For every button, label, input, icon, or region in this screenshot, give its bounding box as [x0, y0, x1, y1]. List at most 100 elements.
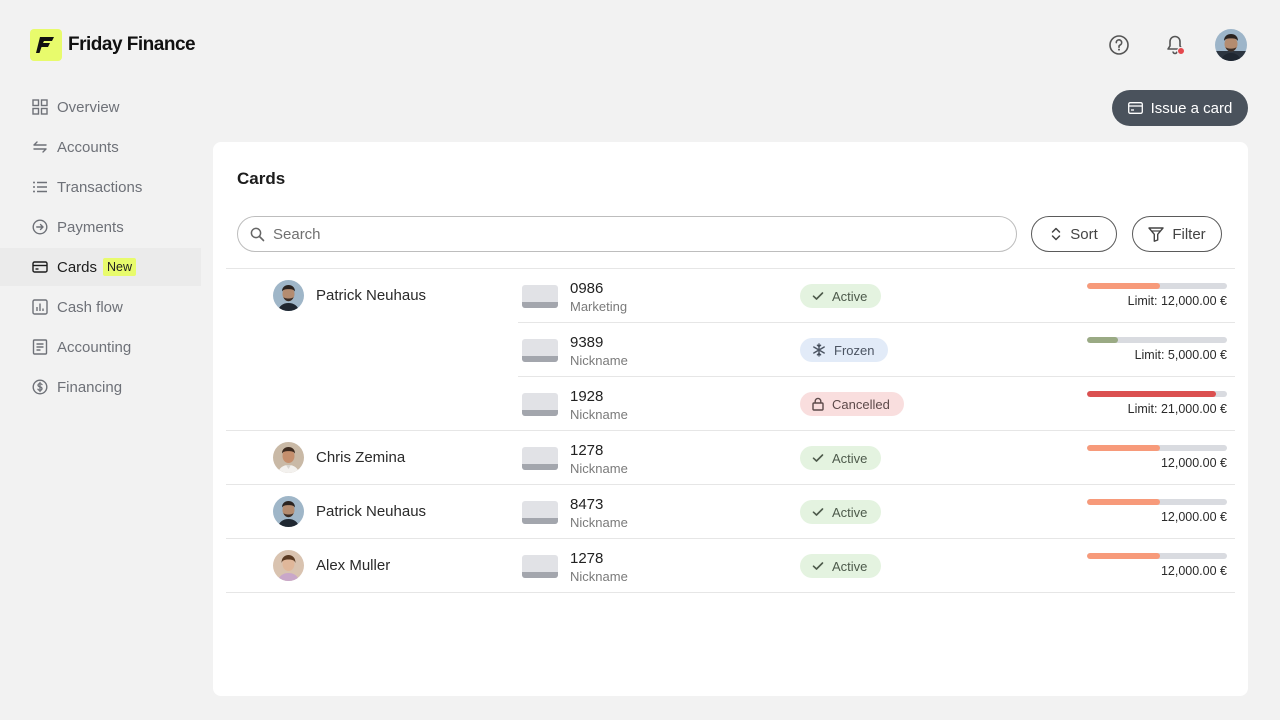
help-icon[interactable]: [1103, 29, 1135, 61]
status-label: Active: [832, 288, 868, 304]
sidebar-item-overview[interactable]: Overview: [0, 88, 201, 126]
limit-label: 12,000.00 €: [1160, 564, 1227, 578]
filter-icon: [1148, 226, 1165, 242]
sort-label: Sort: [1070, 225, 1098, 243]
arrow-circle-icon: [31, 218, 49, 236]
card-number: 1278: [570, 550, 604, 567]
status-label: Cancelled: [832, 396, 890, 412]
status-badge: Active: [800, 284, 882, 308]
table-row[interactable]: 1928 Nickname Cancelled Limit: 21,000.00…: [226, 377, 1235, 431]
check-icon: [812, 453, 824, 463]
brand[interactable]: Friday Finance: [30, 29, 196, 61]
sidebar: Overview Accounts Transactions Payments …: [0, 88, 201, 408]
card-thumbnail: [522, 393, 558, 416]
search-bar[interactable]: [237, 216, 1017, 252]
avatar: [273, 550, 304, 581]
cardholder-name: Patrick Neuhaus: [316, 503, 427, 520]
table-row[interactable]: Patrick Neuhaus 8473 Nickname Active 12,…: [226, 485, 1235, 539]
dollar-circle-icon: [31, 378, 49, 396]
sidebar-item-payments[interactable]: Payments: [0, 208, 201, 246]
avatar: [273, 280, 304, 311]
user-avatar[interactable]: [1215, 29, 1247, 61]
table-row[interactable]: Alex Muller 1278 Nickname Active 12,000.…: [226, 539, 1235, 593]
card-icon: [1127, 102, 1143, 114]
status-label: Active: [832, 558, 868, 574]
header-actions: [1079, 29, 1247, 61]
transfer-arrows-icon: [31, 138, 49, 156]
sidebar-item-transactions[interactable]: Transactions: [0, 168, 201, 206]
table-row[interactable]: 9389 Nickname Frozen Limit: 5,000.00 €: [226, 323, 1235, 377]
sidebar-item-label: Transactions: [57, 178, 143, 196]
sidebar-item-cash-flow[interactable]: Cash flow: [0, 288, 201, 326]
status-label: Active: [832, 450, 868, 466]
card-icon: [31, 258, 49, 276]
sidebar-item-accounts[interactable]: Accounts: [0, 128, 201, 166]
ledger-icon: [31, 338, 49, 356]
card-nickname: Nickname: [570, 407, 628, 422]
card-number: 9389: [570, 334, 604, 351]
filter-button[interactable]: Filter: [1132, 216, 1222, 252]
cardholder-name: Alex Muller: [316, 557, 391, 574]
sidebar-item-label: Overview: [57, 98, 120, 116]
status-badge: Active: [800, 446, 882, 470]
card-thumbnail: [522, 555, 558, 578]
page-title: Cards: [237, 169, 286, 188]
sort-button[interactable]: Sort: [1031, 216, 1117, 252]
card-nickname: Marketing: [570, 299, 628, 314]
sidebar-item-label: Cards: [57, 258, 98, 276]
status-badge: Cancelled: [800, 392, 904, 416]
sidebar-item-cards[interactable]: Cards New: [0, 248, 201, 286]
limit-label: Limit: 21,000.00 €: [1127, 402, 1227, 416]
card-nickname: Nickname: [570, 353, 628, 368]
card-nickname: Nickname: [570, 461, 628, 476]
card-thumbnail: [522, 501, 558, 524]
issue-card-button[interactable]: Issue a card: [1112, 90, 1248, 126]
sidebar-item-financing[interactable]: Financing: [0, 368, 201, 406]
issue-card-label: Issue a card: [1150, 99, 1233, 117]
sort-icon: [1050, 226, 1062, 242]
limit-progress: [1087, 337, 1227, 343]
check-icon: [812, 561, 824, 571]
snowflake-icon: [812, 343, 826, 357]
avatar: [273, 442, 304, 473]
search-icon: [250, 227, 265, 242]
cards-panel: Cards Sort Filter Patrick Neuhaus 0986: [213, 142, 1248, 696]
limit-progress: [1087, 283, 1227, 289]
brand-name: Friday Finance: [68, 34, 196, 55]
sidebar-item-label: Cash flow: [57, 298, 123, 316]
bell-icon[interactable]: [1159, 29, 1191, 61]
sidebar-item-accounting[interactable]: Accounting: [0, 328, 201, 366]
check-icon: [812, 291, 824, 301]
status-label: Active: [832, 504, 868, 520]
table-row[interactable]: Patrick Neuhaus 0986 Marketing Active Li…: [226, 269, 1235, 323]
check-icon: [812, 507, 824, 517]
sidebar-item-label: Payments: [57, 218, 124, 236]
status-badge: Active: [800, 500, 882, 524]
cardholder[interactable]: Patrick Neuhaus: [273, 496, 426, 527]
card-thumbnail: [522, 285, 558, 308]
limit-label: 12,000.00 €: [1160, 456, 1227, 470]
card-thumbnail: [522, 447, 558, 470]
new-badge: New: [103, 258, 137, 276]
cardholder[interactable]: Patrick Neuhaus: [273, 280, 426, 311]
sidebar-item-label: Financing: [57, 378, 123, 396]
cardholder[interactable]: Alex Muller: [273, 550, 390, 581]
filter-label: Filter: [1172, 225, 1206, 243]
card-nickname: Nickname: [570, 569, 628, 584]
status-label: Frozen: [834, 342, 875, 358]
limit-progress: [1087, 391, 1227, 397]
table-row[interactable]: Chris Zemina 1278 Nickname Active 12,000…: [226, 431, 1235, 485]
status-badge: Frozen: [800, 338, 889, 362]
grid-icon: [31, 98, 49, 116]
cardholder-name: Patrick Neuhaus: [316, 287, 427, 304]
sidebar-item-label: Accounting: [57, 338, 132, 356]
card-number: 1278: [570, 442, 604, 459]
cardholder-name: Chris Zemina: [316, 449, 406, 466]
card-number: 0986: [570, 280, 604, 297]
cardholder[interactable]: Chris Zemina: [273, 442, 405, 473]
limit-progress: [1087, 445, 1227, 451]
search-input[interactable]: [273, 225, 973, 243]
card-nickname: Nickname: [570, 515, 628, 530]
cards-table: Patrick Neuhaus 0986 Marketing Active Li…: [226, 268, 1235, 593]
notification-dot: [1177, 47, 1185, 55]
